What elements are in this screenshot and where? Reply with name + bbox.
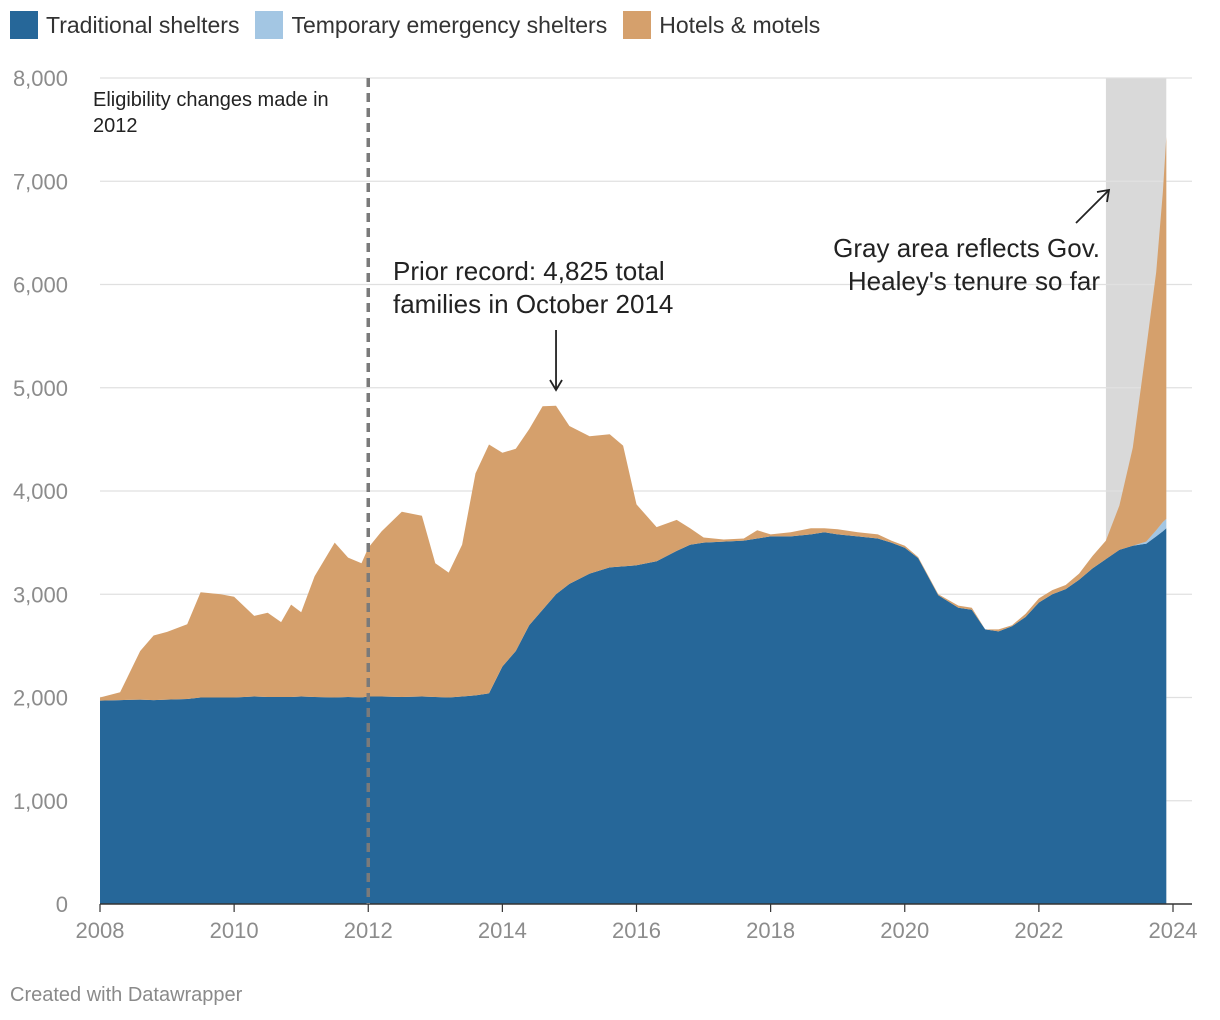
legend-item-hotels: Hotels & motels: [623, 11, 820, 39]
gray-area-arrow-shaft: [1075, 190, 1109, 224]
footer-credit: Created with Datawrapper: [10, 984, 243, 1006]
area-series-traditional-shelters: [100, 528, 1167, 904]
x-tick-label: 2016: [612, 918, 661, 943]
x-tick-label: 2012: [344, 918, 393, 943]
y-tick-label: 7,000: [13, 169, 68, 194]
y-tick-label: 6,000: [13, 273, 68, 298]
legend-label-traditional: Traditional shelters: [46, 11, 240, 38]
y-tick-label: 1,000: [13, 789, 68, 814]
y-tick-label: 3,000: [13, 582, 68, 607]
y-tick-label: 2,000: [13, 686, 68, 711]
legend-label-hotels: Hotels & motels: [659, 11, 821, 38]
x-tick-label: 2010: [210, 918, 259, 943]
record-arrow-head: [549, 379, 563, 392]
x-tick-label: 2018: [746, 918, 795, 943]
x-tick-label: 2022: [1014, 918, 1063, 943]
gray-area-annotation: Gray area reflects Gov. Healey's tenure s…: [833, 233, 1100, 296]
prior-record-annotation: Prior record: 4,825 total families in Oct…: [393, 256, 673, 319]
legend-swatch-temporary: [255, 11, 284, 39]
y-tick-label: 8,000: [13, 66, 68, 91]
y-tick-label: 0: [56, 892, 68, 917]
legend-item-traditional: Traditional shelters: [10, 11, 239, 39]
legend-swatch-hotels: [623, 11, 652, 39]
gray-area-arrow-head: [1096, 188, 1111, 203]
x-tick-label: 2024: [1149, 918, 1198, 943]
eligibility-annotation: Eligibility changes made in 2012: [93, 89, 329, 137]
x-tick-label: 2020: [880, 918, 929, 943]
x-tick-label: 2014: [478, 918, 527, 943]
legend-swatch-traditional: [10, 11, 38, 39]
legend-item-temporary: Temporary emergency shelters: [255, 11, 607, 39]
legend: Traditional shelters Temporary emergency…: [10, 10, 820, 40]
y-tick-label: 5,000: [13, 376, 68, 401]
x-tick-label: 2008: [76, 918, 125, 943]
legend-label-temporary: Temporary emergency shelters: [291, 11, 608, 38]
y-tick-label: 4,000: [13, 479, 68, 504]
